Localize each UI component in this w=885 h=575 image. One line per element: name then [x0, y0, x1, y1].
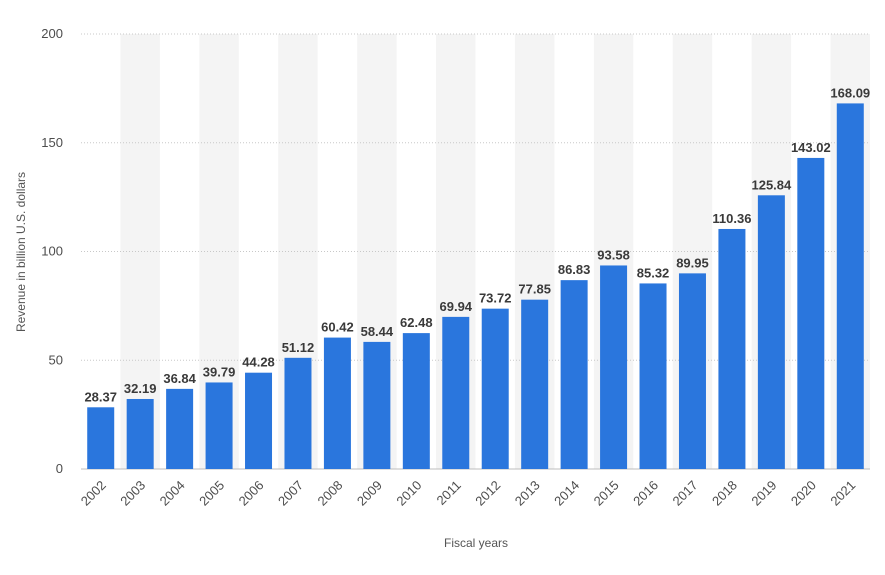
x-tick-label: 2006 — [236, 478, 267, 509]
x-axis-ticks: 2002 2003 2004 2005 2006 2007 2008 2009 2010 2011… — [78, 478, 859, 509]
bar — [718, 228, 746, 469]
data-label: 125.84 — [751, 177, 792, 192]
bars — [87, 103, 864, 470]
bar — [284, 357, 312, 469]
x-tick-label: 2021 — [827, 478, 858, 509]
bar — [757, 195, 785, 469]
data-label: 60.42 — [321, 320, 354, 335]
x-tick-label: 2002 — [78, 478, 109, 509]
bar — [521, 299, 549, 469]
bar — [481, 308, 509, 469]
data-label: 51.12 — [282, 340, 315, 355]
data-label: 77.85 — [518, 282, 551, 297]
bar — [87, 407, 115, 469]
x-tick-label: 2012 — [472, 478, 503, 509]
bar — [126, 398, 154, 469]
x-tick-label: 2017 — [670, 478, 701, 509]
bar — [639, 283, 667, 469]
data-label: 28.37 — [84, 389, 117, 404]
x-tick-label: 2009 — [354, 478, 385, 509]
x-tick-label: 2019 — [748, 478, 779, 509]
data-label: 58.44 — [361, 324, 394, 339]
bar — [323, 337, 351, 469]
x-tick-label: 2020 — [788, 478, 819, 509]
y-axis-title: Revenue in billion U.S. dollars — [14, 172, 28, 332]
x-tick-label: 2004 — [157, 478, 188, 509]
x-axis-title: Fiscal years — [444, 536, 508, 550]
bar — [442, 316, 470, 469]
data-labels: 28.37 32.19 36.84 39.79 44.28 51.12 60.42 58.44… — [84, 85, 870, 404]
bar — [678, 273, 706, 469]
bar — [205, 382, 233, 469]
bar — [245, 372, 273, 469]
bar — [402, 333, 430, 469]
data-label: 36.84 — [163, 371, 196, 386]
y-tick-label: 150 — [41, 135, 63, 150]
x-tick-label: 2016 — [630, 478, 661, 509]
data-label: 44.28 — [242, 355, 275, 370]
data-label: 39.79 — [203, 364, 236, 379]
data-label: 143.02 — [791, 140, 831, 155]
bar — [797, 157, 825, 469]
bar — [166, 388, 194, 469]
data-label: 86.83 — [558, 262, 591, 277]
data-label: 168.09 — [830, 85, 870, 100]
x-tick-label: 2014 — [551, 478, 582, 509]
y-tick-label: 200 — [41, 26, 63, 41]
data-label: 89.95 — [676, 255, 709, 270]
x-tick-label: 2005 — [196, 478, 227, 509]
y-axis-ticks: 0 50 100 150 200 — [41, 26, 63, 476]
data-label: 93.58 — [597, 247, 630, 262]
x-tick-label: 2003 — [117, 478, 148, 509]
x-tick-label: 2007 — [275, 478, 306, 509]
data-label: 62.48 — [400, 315, 433, 330]
y-tick-label: 50 — [49, 352, 63, 367]
data-label: 73.72 — [479, 291, 512, 306]
x-tick-label: 2011 — [434, 478, 464, 508]
x-tick-label: 2008 — [314, 478, 345, 509]
data-label: 110.36 — [712, 211, 751, 226]
y-tick-label: 100 — [41, 244, 63, 259]
bar — [836, 103, 864, 470]
x-tick-label: 2015 — [591, 478, 622, 509]
data-label: 32.19 — [124, 381, 157, 396]
x-tick-label: 2018 — [709, 478, 740, 509]
data-label: 85.32 — [637, 265, 670, 280]
x-tick-label: 2013 — [512, 478, 543, 509]
y-tick-label: 0 — [56, 461, 63, 476]
bar — [600, 265, 628, 469]
data-label: 69.94 — [440, 299, 473, 314]
bar — [363, 341, 391, 469]
bar — [560, 280, 588, 469]
x-tick-label: 2010 — [393, 478, 424, 509]
